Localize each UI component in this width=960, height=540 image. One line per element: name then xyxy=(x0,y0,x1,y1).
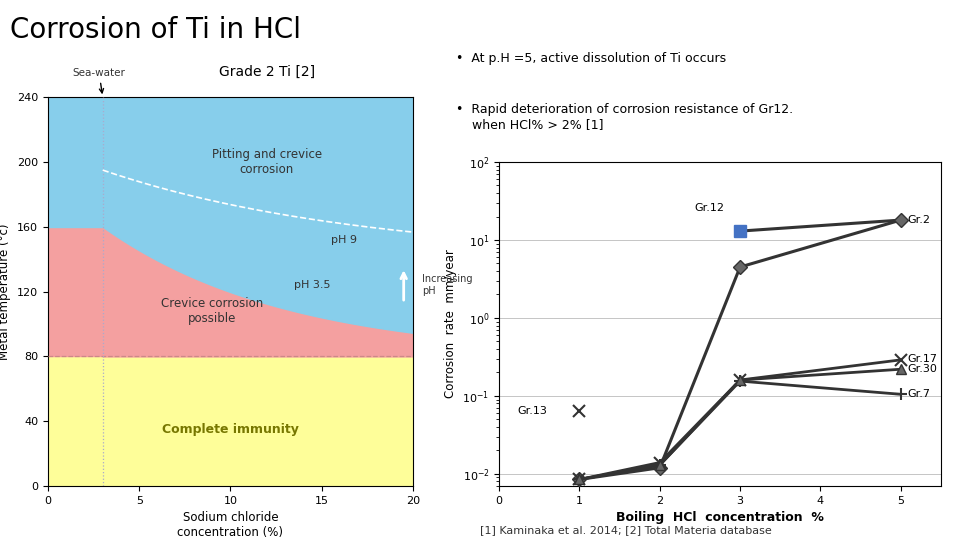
Y-axis label: Corrosion  rate  mm/year: Corrosion rate mm/year xyxy=(444,249,457,399)
X-axis label: Boiling  HCl  concentration  %: Boiling HCl concentration % xyxy=(616,511,824,524)
Text: Increasing
pH: Increasing pH xyxy=(422,274,472,296)
Text: Gr.30: Gr.30 xyxy=(907,364,937,374)
Text: pH 3.5: pH 3.5 xyxy=(294,280,331,291)
Text: Corrosion of Ti in HCl: Corrosion of Ti in HCl xyxy=(10,16,300,44)
Text: Gr.2: Gr.2 xyxy=(907,215,930,225)
Text: Pitting and crevice
corrosion: Pitting and crevice corrosion xyxy=(212,148,322,176)
X-axis label: Sodium chloride
concentration (%): Sodium chloride concentration (%) xyxy=(178,511,283,539)
Y-axis label: Metal temperature (°c): Metal temperature (°c) xyxy=(0,224,12,360)
Text: Gr.7: Gr.7 xyxy=(907,389,930,399)
Text: Sea-water: Sea-water xyxy=(73,68,126,93)
Text: Gr.12: Gr.12 xyxy=(695,203,725,213)
Text: •  At p.H =5, active dissolution of Ti occurs: • At p.H =5, active dissolution of Ti oc… xyxy=(456,52,727,65)
Text: [1] Kaminaka et al. 2014; [2] Total Materia database: [1] Kaminaka et al. 2014; [2] Total Mate… xyxy=(480,524,772,535)
Text: Grade 2 Ti [2]: Grade 2 Ti [2] xyxy=(219,65,315,79)
Text: Crevice corrosion
possible: Crevice corrosion possible xyxy=(161,297,263,325)
Text: Gr.17: Gr.17 xyxy=(907,354,937,364)
Text: Gr.13: Gr.13 xyxy=(517,406,547,415)
Text: •  Rapid deterioration of corrosion resistance of Gr12.
    when HCl% > 2% [1]: • Rapid deterioration of corrosion resis… xyxy=(456,103,793,131)
Text: pH 9: pH 9 xyxy=(330,235,357,245)
Text: Complete immunity: Complete immunity xyxy=(162,423,299,436)
